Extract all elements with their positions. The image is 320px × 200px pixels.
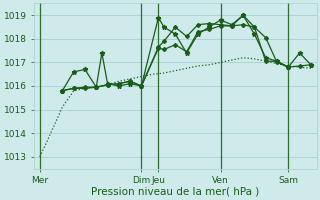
X-axis label: Pression niveau de la mer( hPa ): Pression niveau de la mer( hPa ) (91, 187, 260, 197)
